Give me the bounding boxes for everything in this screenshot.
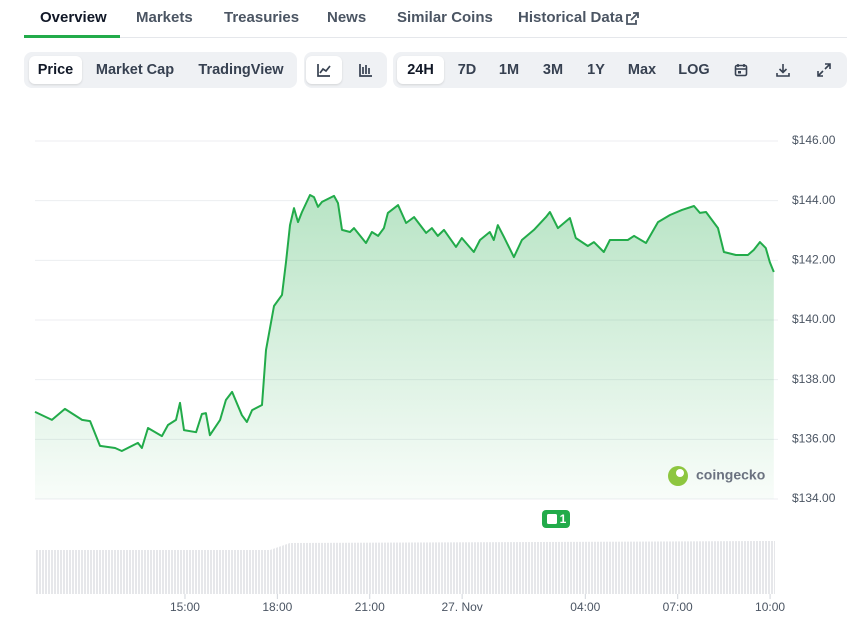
x-tick-label: 21:00 — [355, 600, 385, 614]
news-badge[interactable]: 1 — [542, 510, 570, 528]
x-tick-label: 04:00 — [570, 600, 600, 614]
y-tick-label: $134.00 — [792, 491, 836, 505]
tab[interactable]: Markets — [136, 9, 193, 26]
external-link-icon — [626, 12, 639, 25]
watermark: coingecko — [668, 466, 765, 486]
tab[interactable]: Overview — [40, 9, 107, 26]
tab[interactable]: Treasuries — [224, 9, 300, 26]
fullscreen-button[interactable] — [810, 56, 838, 84]
y-tick-label: $146.00 — [792, 133, 836, 147]
range-button[interactable]: 24H — [397, 56, 444, 84]
tab[interactable]: Similar Coins — [397, 9, 493, 26]
range-button[interactable]: Max — [627, 62, 657, 78]
x-tick-label: 10:00 — [755, 600, 785, 614]
y-tick-label: $136.00 — [792, 432, 836, 446]
x-tick-label: 07:00 — [663, 600, 693, 614]
tab[interactable]: Historical Data — [518, 9, 624, 26]
x-tick-label: 15:00 — [170, 600, 200, 614]
range-group — [393, 52, 847, 88]
view-button[interactable]: TradingView — [198, 62, 284, 78]
tab-underline — [24, 35, 120, 38]
price-area — [35, 195, 774, 499]
volume-bars — [35, 541, 775, 594]
candle-chart-button[interactable] — [348, 56, 384, 84]
news-count: 1 — [560, 512, 567, 526]
range-button[interactable]: LOG — [678, 62, 710, 78]
x-tick-label: 18:00 — [262, 600, 292, 614]
y-tick-label: $144.00 — [792, 193, 836, 207]
range-button[interactable]: 1M — [498, 62, 520, 78]
range-button[interactable]: 7D — [457, 62, 477, 78]
tab-divider — [24, 37, 847, 38]
download-button[interactable] — [769, 56, 797, 84]
watermark-text: coingecko — [696, 467, 765, 483]
line-chart-button[interactable] — [306, 56, 342, 84]
view-button[interactable]: Market Cap — [95, 62, 175, 78]
y-tick-label: $138.00 — [792, 372, 836, 386]
calendar-button[interactable] — [727, 56, 755, 84]
y-tick-label: $140.00 — [792, 312, 836, 326]
tab[interactable]: News — [327, 9, 367, 26]
y-tick-label: $142.00 — [792, 253, 836, 267]
range-button[interactable]: 3M — [542, 62, 564, 78]
price-line — [34, 194, 775, 452]
x-tick-label: 27. Nov — [441, 600, 482, 614]
range-button[interactable]: 1Y — [587, 62, 605, 78]
view-button[interactable]: Price — [29, 56, 82, 84]
